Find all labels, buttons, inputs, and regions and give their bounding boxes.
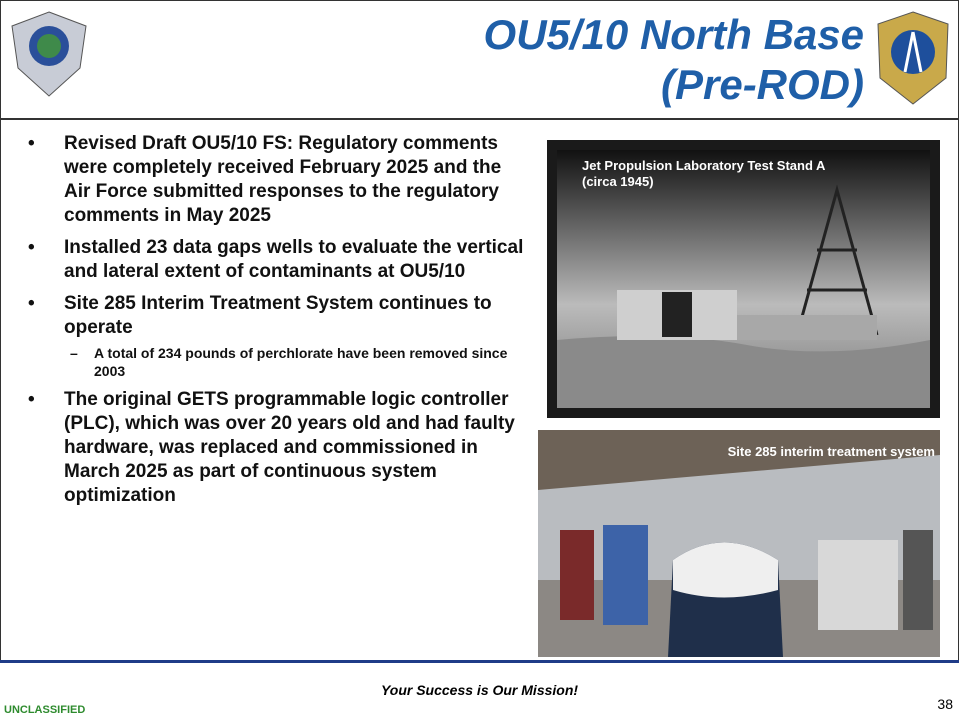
bullet-text: Site 285 Interim Treatment System contin… xyxy=(64,293,492,338)
bullet-list: Revised Draft OU5/10 FS: Regulatory comm… xyxy=(28,132,528,516)
title-rule xyxy=(0,118,959,120)
slide: OU5/10 North Base (Pre-ROD) Revised Draf… xyxy=(0,0,959,719)
bullet: The original GETS programmable logic con… xyxy=(28,388,528,508)
title-line: (Pre-ROD) xyxy=(661,60,864,110)
title-line: OU5/10 North Base xyxy=(484,10,864,60)
bullet: Installed 23 data gaps wells to evaluate… xyxy=(28,236,528,284)
bullet: Site 285 Interim Treatment System contin… xyxy=(28,292,528,380)
sub-list: A total of 234 pounds of perchlorate hav… xyxy=(64,344,528,380)
photo-treatment-system xyxy=(538,430,940,657)
photo-caption: Site 285 interim treatment system xyxy=(665,444,935,460)
bullet: Revised Draft OU5/10 FS: Regulatory comm… xyxy=(28,132,528,228)
footer-motto: Your Success is Our Mission! xyxy=(0,682,959,698)
right-logo xyxy=(872,8,954,108)
left-logo xyxy=(8,8,90,100)
photo-caption: Jet Propulsion Laboratory Test Stand A (… xyxy=(582,158,842,190)
classification: UNCLASSIFIED xyxy=(4,704,85,716)
page-number: 38 xyxy=(937,696,953,712)
footer-rule xyxy=(0,660,959,663)
sub-bullet: A total of 234 pounds of perchlorate hav… xyxy=(64,344,528,380)
